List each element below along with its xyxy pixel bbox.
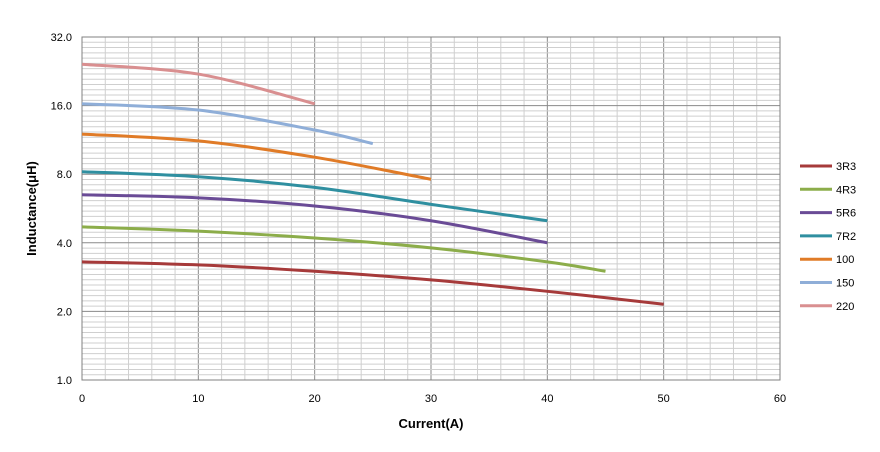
legend-label-150: 150: [836, 278, 854, 290]
y-tick-label: 1.0: [57, 375, 72, 387]
series-line-220: [81, 62, 316, 106]
x-tick-label: 50: [658, 393, 670, 405]
x-tick-label: 40: [541, 393, 553, 405]
series-lines: [81, 62, 664, 306]
y-tick-label: 8.0: [57, 169, 72, 181]
series-line-7R2: [81, 170, 548, 223]
series-line-5R6: [81, 193, 548, 245]
tick-labels: 0 10 20 30 40 50 60 1.0 2.0 4.0 8.0 16.0 32.0: [51, 32, 787, 405]
x-tick-label: 60: [774, 393, 786, 405]
plot-area: [81, 36, 781, 381]
series-line-150: [81, 102, 374, 146]
series-line-100: [81, 132, 432, 181]
x-tick-label: 0: [79, 393, 85, 405]
legend-label-7R2: 7R2: [836, 231, 856, 243]
y-tick-label: 4.0: [57, 238, 72, 250]
y-tick-label: 2.0: [57, 306, 72, 318]
legend-label-220: 220: [836, 301, 854, 313]
x-tick-label: 20: [309, 393, 321, 405]
legend-label-100: 100: [836, 254, 854, 266]
series-line-3R3: [81, 260, 664, 306]
legend-label-4R3: 4R3: [836, 184, 856, 196]
y-tick-label: 16.0: [51, 101, 72, 113]
series-line-4R3: [81, 225, 606, 273]
grid: [81, 36, 781, 381]
legend-label-5R6: 5R6: [836, 208, 856, 220]
x-axis-title: Current(A): [399, 416, 464, 431]
y-axis-title: Inductance(μH): [24, 161, 39, 256]
legend-label-3R3: 3R3: [836, 161, 856, 173]
legend: 3R3 4R3 5R6 7R2 100 150 220: [800, 161, 856, 313]
x-tick-label: 10: [192, 393, 204, 405]
y-tick-label: 32.0: [51, 32, 72, 44]
x-tick-label: 30: [425, 393, 437, 405]
